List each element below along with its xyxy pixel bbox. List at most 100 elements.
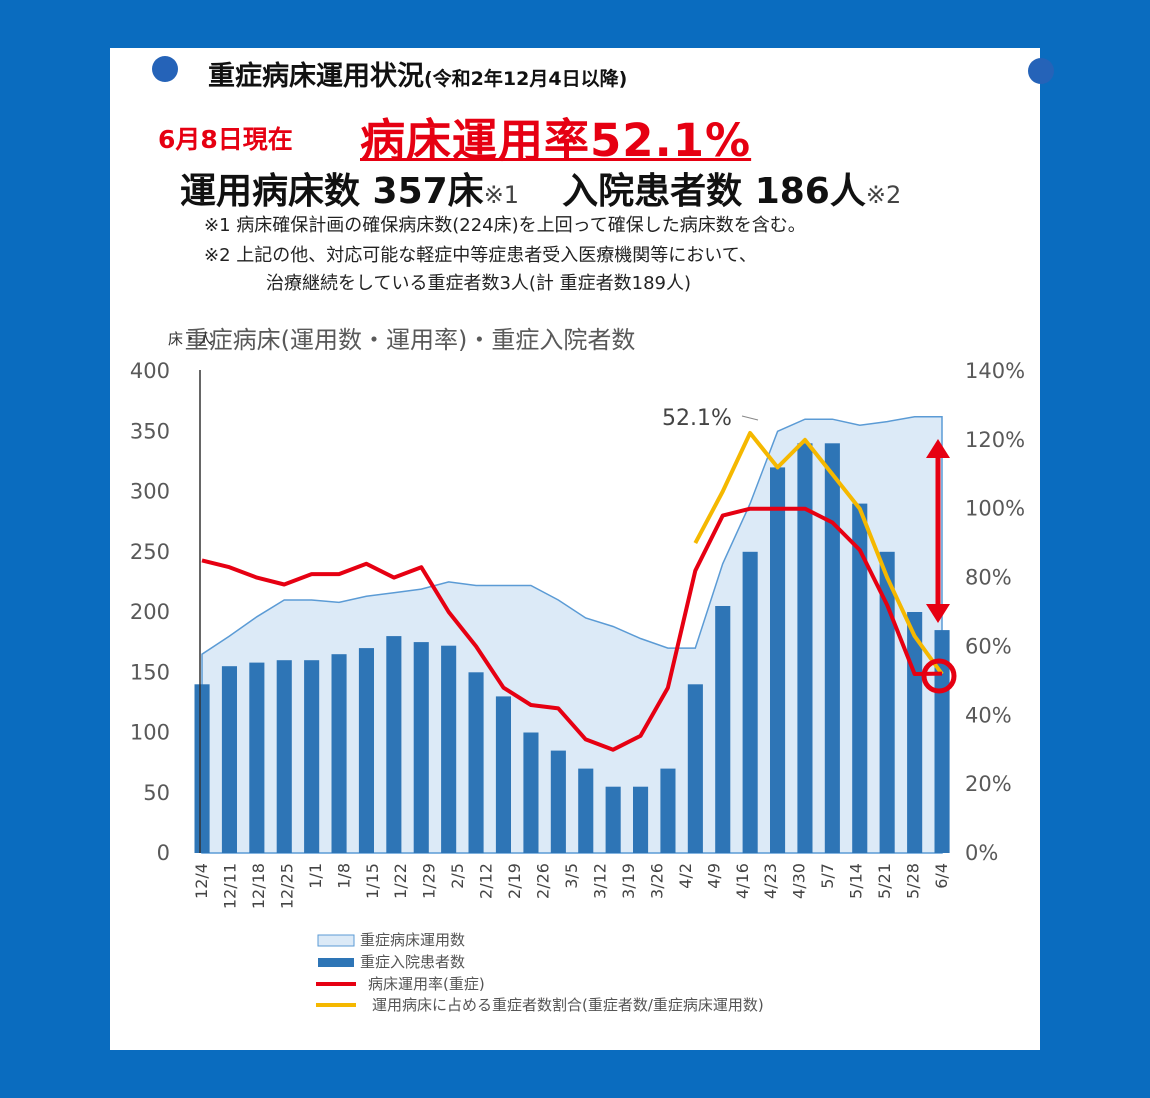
page-title: 重症病床運用状況(令和2年12月4日以降): [208, 54, 627, 93]
y-tick-right: 20%: [965, 772, 1012, 796]
patient-bar: [824, 443, 840, 853]
x-tick: 12/11: [221, 863, 240, 909]
patient-bar: [331, 654, 347, 853]
x-tick: 1/29: [420, 863, 439, 899]
footnote-2: ※2 上記の他、対応可能な軽症中等症患者受入医療機関等において、: [204, 245, 757, 266]
title-sub: (令和2年12月4日以降): [424, 68, 628, 90]
x-tick: 1/22: [391, 863, 410, 899]
patient-bar: [660, 768, 676, 853]
y-tick-right: 60%: [965, 634, 1012, 658]
patient-bar: [413, 642, 429, 853]
right-ticks-layer: 0% 20% 40% 60% 80% 100% 120% 140%: [965, 359, 1025, 865]
beds-note: ※1: [483, 181, 520, 209]
x-tick: 1/1: [306, 863, 325, 889]
patient-bar: [495, 696, 511, 853]
occupancy-rate-headline: 病床運用率52.1%: [360, 114, 752, 167]
beds-count: 運用病床数 357床: [180, 171, 484, 212]
y-tick-right: 140%: [965, 359, 1025, 383]
x-tick: 3/5: [562, 863, 581, 889]
x-tick: 4/30: [790, 863, 809, 899]
patient-bar: [276, 660, 292, 853]
patients-count: 入院患者数 186人: [562, 171, 866, 212]
patient-bar: [907, 612, 923, 853]
x-tick: 1/8: [334, 863, 353, 889]
x-tick: 4/9: [704, 863, 723, 889]
x-tick: 5/14: [847, 863, 866, 899]
y-tick-left: 250: [130, 540, 170, 564]
patient-bar: [715, 606, 731, 853]
latest-point-marker: [921, 658, 957, 694]
footnote-1: ※1 病床確保計画の確保病床数(224床)を上回って確保した病床数を含む。: [204, 215, 806, 236]
as-of-date: 6月8日現在: [158, 125, 293, 154]
x-tick: 3/12: [591, 863, 610, 899]
patient-bar: [742, 551, 758, 854]
x-ticks-layer: 12/4 12/11 12/18 12/25 1/1 1/8 1/15 1/22 1/29 2/5…: [192, 863, 951, 909]
rate-line: [201, 506, 943, 752]
bullet-dot-left: [152, 56, 178, 82]
y-tick-right: 120%: [965, 428, 1025, 452]
x-tick: 2/5: [448, 863, 467, 889]
patient-bar: [852, 503, 868, 853]
legend: 重症病床運用数 重症入院患者数 病床運用率(重症) 運用病床に占める重症者数割合…: [316, 931, 764, 1014]
patient-bar: [249, 662, 265, 853]
patient-bar: [797, 443, 813, 853]
annotation-leader: [741, 415, 759, 421]
x-tick: 12/18: [249, 863, 268, 909]
patient-bar: [441, 645, 457, 853]
chart-area: 重症病床(運用数・運用率)・重症入院者数 床・人 0 50 100 150 200 250…: [130, 326, 1025, 1014]
y-tick-right: 0%: [965, 841, 998, 865]
report-panel: 重症病床運用状況(令和2年12月4日以降) 6月8日現在 病床運用率52.1% …: [110, 48, 1054, 1050]
footnote-3: 治療継続をしている重症者数3人(計 重症者数189人): [266, 273, 692, 294]
legend-swatch-patients: [318, 958, 354, 967]
y-tick-left: 400: [130, 359, 170, 383]
x-tick: 12/25: [277, 863, 296, 909]
left-ticks-layer: 0 50 100 150 200 250 300 350 400: [130, 359, 170, 865]
patient-bar: [194, 684, 210, 853]
patient-bar: [304, 660, 320, 853]
patient-bar: [523, 732, 539, 853]
patient-bar: [934, 630, 950, 853]
title-main: 重症病床運用状況: [208, 61, 424, 92]
y-tick-right: 40%: [965, 703, 1012, 727]
y-tick-left: 0: [157, 841, 170, 865]
y-tick-left: 350: [130, 419, 170, 443]
annotation-52-1: 52.1%: [662, 406, 732, 431]
beds-and-patients: 運用病床数 357床※1 入院患者数 186人※2: [180, 162, 901, 214]
patient-bar: [633, 786, 649, 853]
x-tick: 2/19: [505, 863, 524, 899]
x-tick: 5/21: [875, 863, 894, 899]
y-axis-left-label: 床・人: [168, 330, 213, 348]
x-tick: 1/15: [363, 863, 382, 899]
legend-ratio: 運用病床に占める重症者数割合(重症者数/重症病床運用数): [372, 996, 764, 1014]
x-tick: 5/7: [818, 863, 837, 889]
chart-title: 重症病床(運用数・運用率)・重症入院者数: [185, 326, 636, 354]
y-tick-left: 200: [130, 600, 170, 624]
patient-bar: [770, 467, 786, 853]
patient-bar: [550, 750, 566, 853]
y-tick-right: 80%: [965, 566, 1012, 590]
patient-bar: [605, 786, 621, 853]
ratio-line: [693, 431, 944, 676]
y-tick-right: 100%: [965, 497, 1025, 521]
y-tick-left: 100: [130, 721, 170, 745]
lines-layer: [201, 431, 944, 752]
legend-patients: 重症入院患者数: [360, 953, 465, 971]
x-tick: 4/16: [733, 863, 752, 899]
patient-bar: [879, 551, 895, 854]
x-tick: 3/26: [647, 863, 666, 899]
legend-beds: 重症病床運用数: [360, 931, 465, 949]
y-tick-left: 300: [130, 480, 170, 504]
patient-bar: [358, 648, 374, 853]
drop-arrow: [926, 439, 950, 623]
bullet-dot-right: [1028, 58, 1054, 84]
patient-bar: [468, 672, 484, 854]
x-tick: 4/2: [676, 863, 695, 889]
x-tick: 12/4: [192, 863, 211, 899]
patient-bar: [687, 684, 703, 853]
x-tick: 3/19: [619, 863, 638, 899]
x-tick: 5/28: [904, 863, 923, 899]
x-tick: 2/12: [477, 863, 496, 899]
patient-bar: [578, 768, 594, 853]
legend-swatch-beds: [317, 934, 355, 947]
x-tick: 2/26: [534, 863, 553, 899]
